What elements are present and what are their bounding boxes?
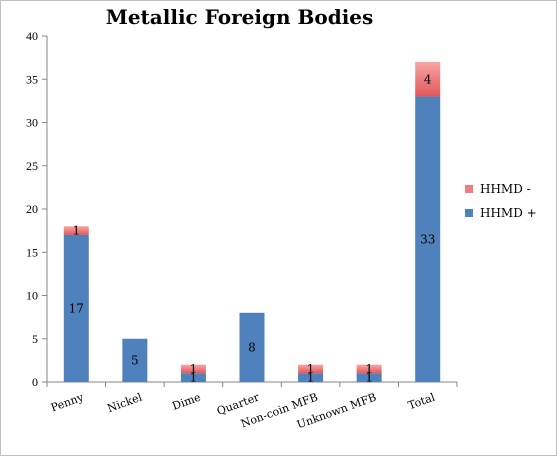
data-label: 17 [69,301,84,315]
data-label: 1 [72,224,80,238]
data-label: 1 [190,362,198,376]
legend-swatch-hhmd-neg [465,185,473,193]
legend-swatch-hhmd-pos [465,209,473,217]
bar-hhmd-pos [180,373,206,382]
data-label: 1 [190,371,198,385]
bar-hhmd-pos [356,373,382,382]
bar-hhmd-pos [239,312,265,382]
bar-hhmd-pos [298,373,324,382]
legend-item-hhmd-neg: HHMD - [465,177,537,201]
x-tick-label: Nickel [106,390,145,415]
legend: HHMD - HHMD + [465,177,537,225]
bar-hhmd-neg [356,364,382,374]
bar-hhmd-pos [63,234,89,382]
legend-label-hhmd-neg: HHMD - [480,182,531,196]
data-label: 5 [131,353,139,367]
bar-hhmd-neg [298,364,324,374]
data-label: 1 [307,362,315,376]
y-tick-label: 30 [26,116,38,130]
x-tick-label: Total [406,390,437,412]
y-tick-label: 15 [26,245,38,259]
data-label: 1 [365,362,373,376]
data-label: 1 [307,371,315,385]
bar-hhmd-neg [415,61,441,97]
y-tick-label: 25 [26,159,38,173]
y-tick-label: 10 [26,289,38,303]
legend-item-hhmd-pos: HHMD + [465,201,537,225]
x-tick-label: Penny [49,390,86,414]
y-tick-label: 5 [32,332,38,346]
y-tick-label: 40 [26,29,38,43]
chart-title: Metallic Foreign Bodies [105,5,374,29]
data-label: 33 [420,232,435,246]
data-label: 8 [248,340,256,354]
bar-hhmd-pos [122,338,148,382]
legend-label-hhmd-pos: HHMD + [480,206,537,220]
x-tick-label: Dime [170,391,202,413]
y-tick-label: 0 [32,375,38,389]
data-label: 4 [424,72,432,86]
y-tick-label: 20 [26,202,38,216]
y-tick-label: 35 [26,72,38,86]
bar-hhmd-neg [63,226,89,235]
bar-hhmd-neg [180,364,206,374]
bar-hhmd-pos [415,96,441,383]
data-label: 1 [365,371,373,385]
